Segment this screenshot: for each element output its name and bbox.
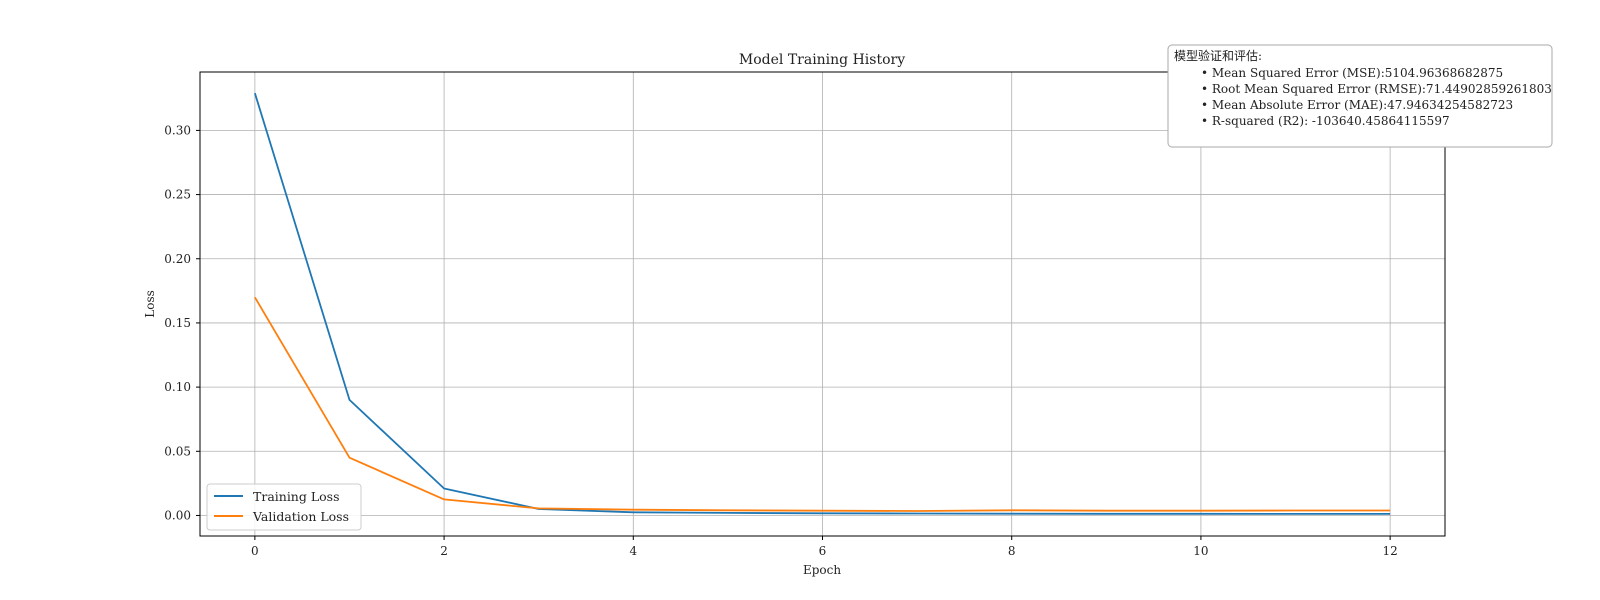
metric-rmse: • Root Mean Squared Error (RMSE):71.4490… bbox=[1201, 82, 1552, 96]
x-axis-title: Epoch bbox=[803, 563, 841, 577]
x-tick-label: 12 bbox=[1382, 544, 1397, 558]
x-tick-label: 8 bbox=[1008, 544, 1016, 558]
legend: Training Loss Validation Loss bbox=[206, 483, 362, 531]
y-tick-label: 0.10 bbox=[164, 380, 191, 394]
y-axis-title: Loss bbox=[143, 290, 157, 318]
legend-label-training-loss: Training Loss bbox=[253, 489, 340, 504]
legend-label-validation-loss: Validation Loss bbox=[252, 509, 349, 524]
chart-title: Model Training History bbox=[739, 52, 905, 68]
metrics-annotation: 模型验证和评估: • Mean Squared Error (MSE):5104… bbox=[1167, 44, 1553, 148]
y-tick-label: 0.30 bbox=[164, 123, 191, 137]
series-line-validation-loss bbox=[254, 296, 1391, 512]
x-tick-label: 6 bbox=[819, 544, 827, 558]
x-tick-label: 0 bbox=[251, 544, 259, 558]
y-tick-label: 0.15 bbox=[164, 316, 191, 330]
metric-mse: • Mean Squared Error (MSE):5104.96368682… bbox=[1201, 66, 1503, 80]
legend-box bbox=[206, 483, 362, 531]
metrics-title: 模型验证和评估: bbox=[1174, 48, 1262, 63]
x-tick-label: 10 bbox=[1193, 544, 1208, 558]
y-tick-label: 0.00 bbox=[164, 508, 191, 522]
x-axis-ticks: 0 2 4 6 8 10 12 bbox=[251, 536, 1398, 558]
series-line-training-loss bbox=[254, 92, 1391, 515]
x-tick-label: 2 bbox=[440, 544, 448, 558]
x-tick-label: 4 bbox=[629, 544, 637, 558]
metric-mae: • Mean Absolute Error (MAE):47.946342545… bbox=[1201, 98, 1513, 112]
y-tick-label: 0.20 bbox=[164, 252, 191, 266]
series-lines bbox=[254, 92, 1391, 515]
y-tick-label: 0.05 bbox=[164, 444, 191, 458]
metrics-box bbox=[1167, 44, 1553, 148]
metric-r2: • R-squared (R2): -103640.45864115597 bbox=[1201, 114, 1450, 128]
y-tick-label: 0.25 bbox=[164, 188, 191, 202]
y-axis-ticks: 0.00 0.05 0.10 0.15 0.20 0.25 0.30 bbox=[164, 123, 200, 522]
